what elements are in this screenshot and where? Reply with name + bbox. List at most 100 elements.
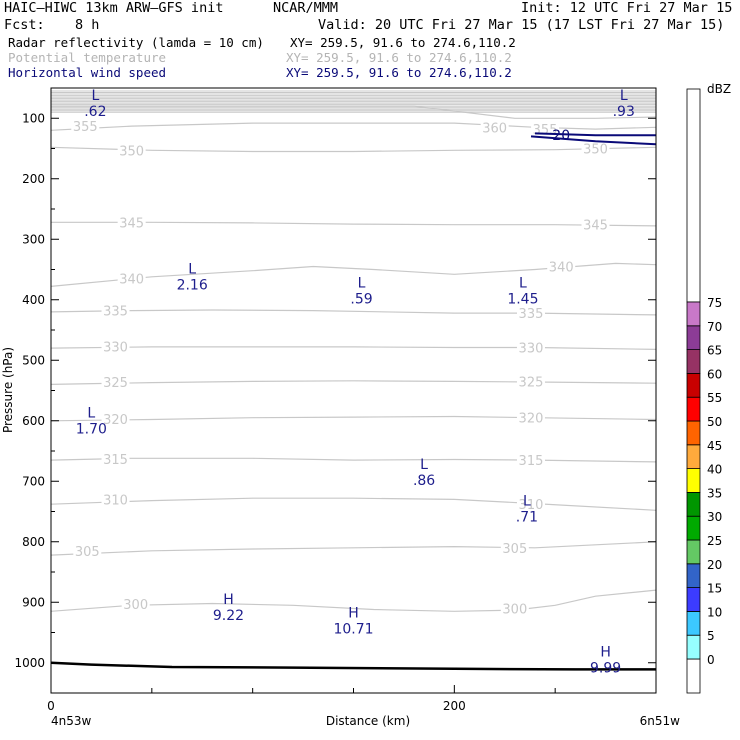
colorbar-level-label: 70 xyxy=(707,320,722,334)
theta-contour-340 xyxy=(50,262,657,287)
colorbar-swatch xyxy=(686,420,701,446)
field-reflectivity-name: Radar reflectivity (lamda = 10 cm) xyxy=(8,35,264,50)
y-tick-label: 300 xyxy=(22,232,45,246)
theta-label-bg xyxy=(117,270,146,286)
field-wind-name: Horizontal wind speed xyxy=(8,65,167,80)
theta-label-bg xyxy=(516,339,545,355)
x-tick-label: 0 xyxy=(47,699,55,713)
theta-label-315: 315 xyxy=(519,454,544,469)
theta-contour-350 xyxy=(50,146,657,153)
init-time: Init: 12 UTC Fri 27 Mar 15 xyxy=(521,0,733,16)
left-end-label: 4n53w xyxy=(51,714,92,728)
distance-axis: 0 200 xyxy=(47,685,556,713)
theta-label-bg xyxy=(500,539,529,555)
theta-label-bg xyxy=(516,305,545,321)
colorbar-level-label: 65 xyxy=(707,344,722,358)
y-tick-label: 1000 xyxy=(14,656,45,670)
theta-label-bg xyxy=(117,142,146,158)
extremum-value: 2.16 xyxy=(177,278,208,294)
extremum-value: .62 xyxy=(84,104,106,120)
extremum-L: L xyxy=(188,262,196,278)
x-tick-label: 200 xyxy=(443,699,466,713)
theta-label-bg xyxy=(101,450,130,466)
wind-contour-1 xyxy=(530,135,657,146)
theta-label-bg xyxy=(117,214,146,230)
colorbar-level-label: 60 xyxy=(707,367,722,381)
theta-label-bg xyxy=(581,140,610,156)
theta-label-bg xyxy=(101,338,130,354)
colorbar-level-label: 50 xyxy=(707,415,722,429)
colorbar-level-label: 15 xyxy=(707,582,722,596)
theta-label-345: 345 xyxy=(583,219,608,234)
contour-layer: 300 300 305 305 310 310 315 315 320 320 325 325 330 3… xyxy=(50,90,657,617)
extremum-H: H xyxy=(348,605,359,621)
colorbar-top-segment xyxy=(686,88,701,303)
colorbar-swatch xyxy=(686,611,701,636)
colorbar-swatch xyxy=(686,396,701,422)
theta-label-320: 320 xyxy=(103,413,128,428)
theta-label-bg xyxy=(101,374,130,390)
y-tick-label: 800 xyxy=(22,535,45,549)
theta-label-350: 350 xyxy=(583,143,608,158)
theta-label-bg xyxy=(480,119,509,135)
colorbar-swatch xyxy=(686,563,701,588)
pressure-axis: 100 200 300 400 500 600 700 800 900 1000 xyxy=(14,87,656,694)
theta-contour-360 xyxy=(51,105,657,119)
y-axis-label: Pressure (hPa) xyxy=(1,347,15,433)
colorbar-level-label: 55 xyxy=(707,391,722,405)
theta-label-340: 340 xyxy=(549,260,574,275)
colorbar-bottom-segment xyxy=(686,658,701,694)
theta-contour-300 xyxy=(50,589,657,612)
theta-label-330: 330 xyxy=(519,342,544,357)
theta-label-310: 310 xyxy=(103,493,128,508)
ground-surface xyxy=(50,661,656,671)
colorbar-level-label: 25 xyxy=(707,534,722,548)
y-tick-label: 100 xyxy=(22,111,45,125)
colorbar-swatch xyxy=(686,372,701,398)
theta-label-315: 315 xyxy=(103,453,128,468)
theta-label-325: 325 xyxy=(103,376,128,391)
theta-contour-320 xyxy=(50,415,657,422)
colorbar-level-label: 5 xyxy=(707,629,715,643)
extremum-value: .86 xyxy=(413,473,435,489)
colorbar-level-label: 35 xyxy=(707,486,722,500)
colorbar-unit: dBZ xyxy=(707,82,731,96)
extremum-value: .93 xyxy=(613,104,635,120)
extremum-H: H xyxy=(223,592,234,608)
theta-label-bg xyxy=(547,258,576,274)
theta-label-300: 300 xyxy=(123,598,148,613)
theta-label-bg xyxy=(500,600,529,616)
theta-contour-315 xyxy=(50,457,657,463)
theta-label-355: 355 xyxy=(73,120,98,135)
colorbar-level-label: 45 xyxy=(707,439,722,453)
colorbar-swatch xyxy=(686,491,701,517)
theta-label-bg xyxy=(71,118,100,134)
extremum-value: .59 xyxy=(350,292,372,308)
theta-contour-355 xyxy=(50,122,657,131)
field-reflectivity-xy: XY= 259.5, 91.6 to 274.6,110.2 xyxy=(290,35,516,50)
ground-line xyxy=(50,661,656,671)
extremum-L: L xyxy=(519,276,527,292)
extremum-L: L xyxy=(91,88,99,104)
theta-label-335: 335 xyxy=(103,305,128,320)
theta-label-bg xyxy=(73,542,102,558)
colorbar: 0 5 10 15 20 25 30 35 40 45 50 55 60 65 70 75 xyxy=(686,88,722,694)
extremum-H: H xyxy=(600,645,611,661)
extremum-value: 9.22 xyxy=(213,608,244,624)
theta-contour-330 xyxy=(50,346,657,350)
theta-label-bg xyxy=(101,491,130,507)
theta-label-310: 310 xyxy=(519,498,544,513)
colorbar-swatch xyxy=(686,349,701,374)
theta-label-300: 300 xyxy=(502,602,527,617)
model-title: HAIC–HIWC 13km ARW–GFS init xyxy=(4,0,224,16)
theta-contour-310 xyxy=(50,497,657,511)
colorbar-swatch xyxy=(686,301,701,327)
forecast-label: Fcst: xyxy=(4,17,45,33)
theta-contour-305 xyxy=(50,541,657,556)
theta-label-bg xyxy=(581,216,610,232)
theta-label-345: 345 xyxy=(119,216,144,231)
colorbar-level-label: 20 xyxy=(707,558,722,572)
theta-label-360: 360 xyxy=(482,121,507,136)
theta-contour-325 xyxy=(50,380,657,385)
